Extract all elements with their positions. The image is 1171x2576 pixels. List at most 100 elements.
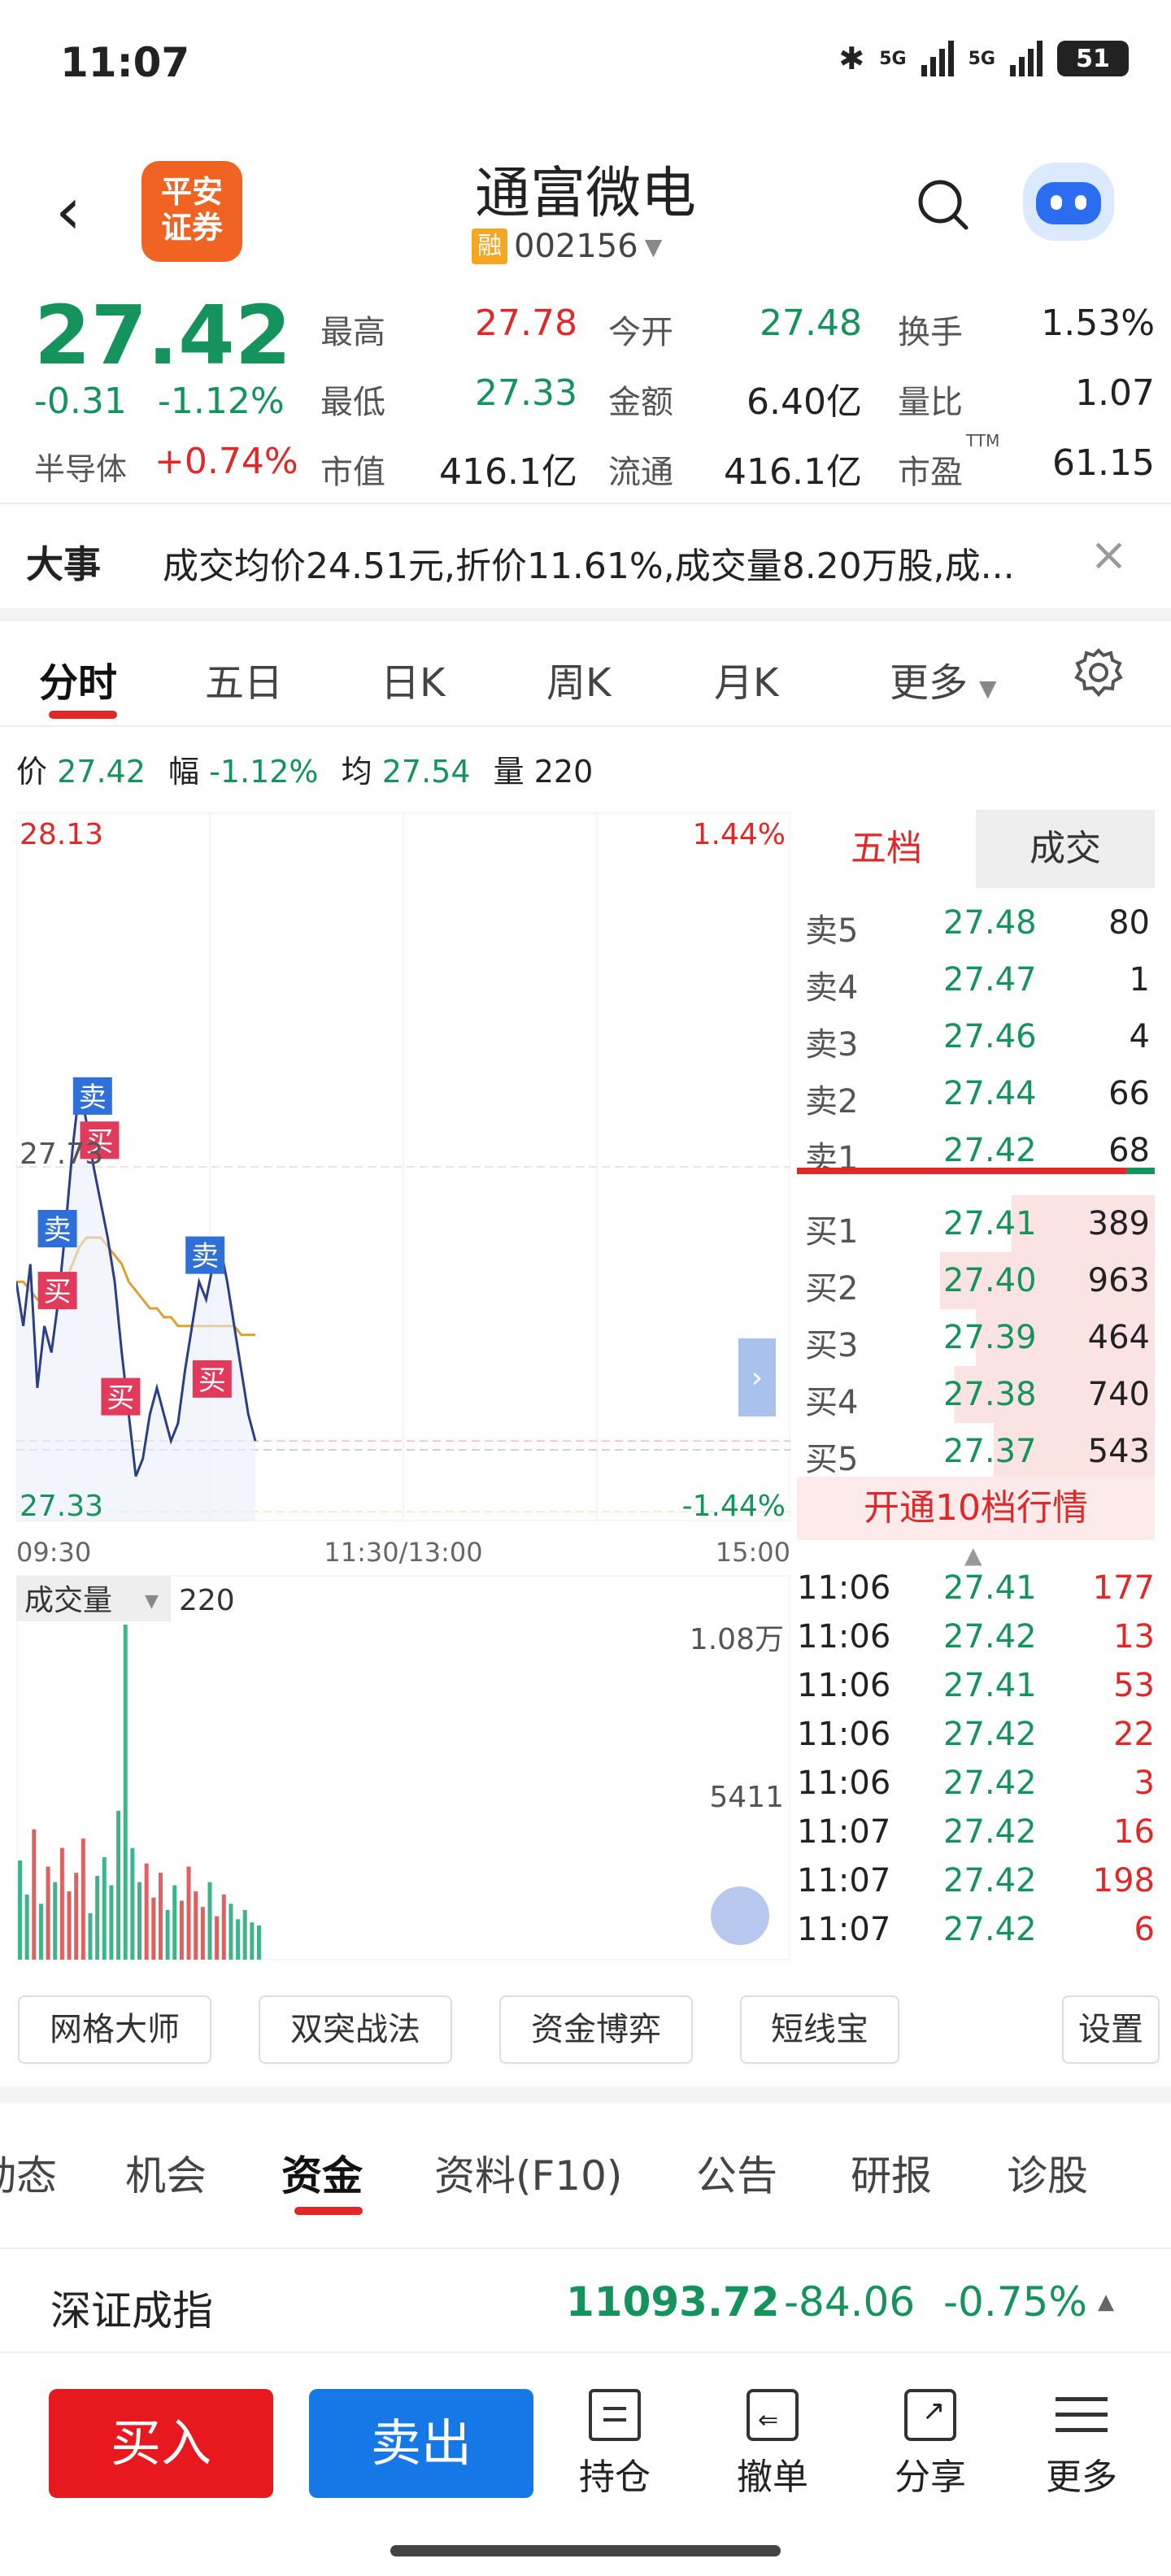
float-value: 416.1亿	[724, 451, 862, 493]
news-text[interactable]: 成交均价24.51元,折价11.61%,成交量8.20万股,成...	[163, 546, 1015, 587]
settings-button[interactable]: 设置	[1062, 1995, 1160, 2064]
tab-f10[interactable]: 资料(F10)	[434, 2152, 623, 2200]
low-label: 最低	[320, 384, 385, 421]
buy-button[interactable]: 买入	[49, 2389, 273, 2498]
volume-bar	[24, 1894, 29, 1960]
spread-divider	[797, 1168, 1155, 1174]
tool-short-term[interactable]: 短线宝	[740, 1995, 899, 2064]
volume-bar	[257, 1925, 262, 1960]
more-button[interactable]: 更多	[1033, 2389, 1130, 2500]
ob-vol: 389	[1087, 1205, 1150, 1242]
trade-marker-label: 卖	[79, 1081, 107, 1114]
volume-bar	[81, 1838, 85, 1960]
tab-intraday[interactable]: 分时	[39, 660, 118, 706]
bid-row: 买1 27.41 389	[797, 1195, 1155, 1252]
pe-label: 市盈	[898, 454, 963, 491]
bid-row: 买5 27.37 543	[797, 1423, 1155, 1480]
tool-dual-breakout[interactable]: 双突战法	[259, 1995, 452, 2064]
tab-news-feed[interactable]: 动态	[0, 2152, 57, 2200]
tick-price: 27.42	[943, 1862, 1037, 1899]
tick-time: 11:07	[797, 1813, 891, 1851]
volume-bar	[32, 1829, 37, 1960]
index-name: 深证成指	[50, 2287, 213, 2334]
sell-button[interactable]: 卖出	[309, 2389, 533, 2498]
tab-announcements[interactable]: 公告	[696, 2152, 777, 2200]
info-avg: 27.54	[381, 754, 471, 790]
tab-research[interactable]: 研报	[851, 2152, 932, 2200]
close-icon[interactable]: ×	[1090, 529, 1128, 581]
volume-bar	[236, 1919, 241, 1960]
volume-label: 成交量	[24, 1584, 112, 1617]
search-icon[interactable]	[916, 177, 969, 231]
trade-marker	[185, 1236, 225, 1274]
cancel-order-button[interactable]: ⇐ 撤单	[724, 2389, 821, 2500]
holdings-button[interactable]: 持仓	[566, 2389, 664, 2500]
caret-up-icon: ▲	[1098, 2290, 1114, 2314]
robot-icon[interactable]	[1023, 163, 1114, 241]
share-button[interactable]: ↗ 分享	[882, 2389, 979, 2500]
volume-selector	[16, 1576, 171, 1621]
sector-label[interactable]: 半导体	[34, 451, 128, 487]
tick-row: 11:06 27.42 13	[797, 1618, 1155, 1667]
y-top-pct: 1.44%	[693, 818, 786, 851]
tick-time: 11:06	[797, 1667, 891, 1704]
tab-more[interactable]: 更多 ▼	[890, 660, 997, 706]
x-label: 11:30/13:00	[324, 1537, 482, 1568]
info-vol: 220	[533, 754, 594, 790]
menu-icon	[1056, 2389, 1108, 2441]
quote-panel: 27.42 -0.31 -1.12% 半导体 +0.74% 最高 27.78 最…	[0, 285, 1171, 504]
chevron-left-icon[interactable]: ‹	[55, 173, 81, 249]
tick-row: 11:07 27.42 6	[797, 1911, 1155, 1960]
news-banner[interactable]: 大事 成交均价24.51元,折价11.61%,成交量8.20万股,成... ×	[0, 511, 1171, 608]
volume-bar	[151, 1897, 156, 1960]
x-label: 09:30	[16, 1537, 91, 1568]
volume-bar	[229, 1904, 233, 1960]
tool-fund-game[interactable]: 资金博弈	[499, 1995, 693, 2064]
amount-label: 金额	[608, 384, 673, 421]
tool-grid-master[interactable]: 网格大师	[18, 1995, 211, 2064]
index-ticker[interactable]: 深证成指 11093.72 -84.06 -0.75% ▲	[0, 2247, 1171, 2353]
tab-funds[interactable]: 资金	[281, 2152, 363, 2200]
ob-vol: 543	[1087, 1433, 1150, 1470]
home-indicator	[390, 2545, 781, 2556]
ask-row: 卖2 27.44 66	[797, 1065, 1155, 1122]
ob-price: 27.37	[943, 1433, 1037, 1470]
broker-logo[interactable]: 平安证券	[141, 161, 242, 262]
tab-daily-k[interactable]: 日K	[381, 660, 446, 706]
tab-diagnosis[interactable]: 诊股	[1007, 2152, 1088, 2200]
gear-icon[interactable]	[1072, 646, 1125, 699]
amount-value: 6.40亿	[747, 381, 862, 423]
price-change-pct: -1.12%	[158, 381, 285, 422]
turnover-value: 1.53%	[1041, 302, 1155, 344]
tick-vol: 53	[1113, 1667, 1155, 1704]
ob-label: 买1	[805, 1213, 859, 1251]
tool-bar: 网格大师 双突战法 资金博弈 短线宝 设置	[0, 1995, 1171, 2085]
tick-time: 11:07	[797, 1862, 891, 1899]
ob-price: 27.40	[943, 1262, 1037, 1299]
open-level10-button[interactable]: 开通10档行情	[797, 1477, 1155, 1540]
stock-code-selector[interactable]: 融 002156 ▼	[472, 228, 662, 265]
tab-opportunity[interactable]: 机会	[125, 2152, 207, 2200]
tab-trades[interactable]: 成交	[976, 810, 1155, 888]
ob-label: 买5	[805, 1441, 859, 1478]
ob-price: 27.38	[943, 1376, 1037, 1413]
tab-weekly-k[interactable]: 周K	[546, 660, 612, 706]
bid-row: 买3 27.39 464	[797, 1309, 1155, 1366]
undo-icon: ⇐	[747, 2389, 799, 2441]
divider	[0, 2086, 1171, 2103]
tab-five-day[interactable]: 五日	[205, 660, 284, 706]
caret-down-icon: ▼	[644, 233, 663, 260]
ob-label: 卖2	[805, 1083, 859, 1120]
tab-five-levels[interactable]: 五档	[797, 810, 976, 888]
ob-price: 27.39	[943, 1319, 1037, 1356]
volume-bar	[137, 1882, 142, 1960]
ob-vol: 740	[1087, 1376, 1150, 1413]
volume-bar	[95, 1876, 100, 1960]
volume-bar	[67, 1891, 72, 1960]
tick-row: 11:07 27.42 198	[797, 1862, 1155, 1911]
index-pct: -0.75%	[943, 2278, 1087, 2326]
volume-bar	[200, 1907, 205, 1960]
ob-vol: 68	[1108, 1132, 1150, 1169]
tab-monthly-k[interactable]: 月K	[714, 660, 779, 706]
